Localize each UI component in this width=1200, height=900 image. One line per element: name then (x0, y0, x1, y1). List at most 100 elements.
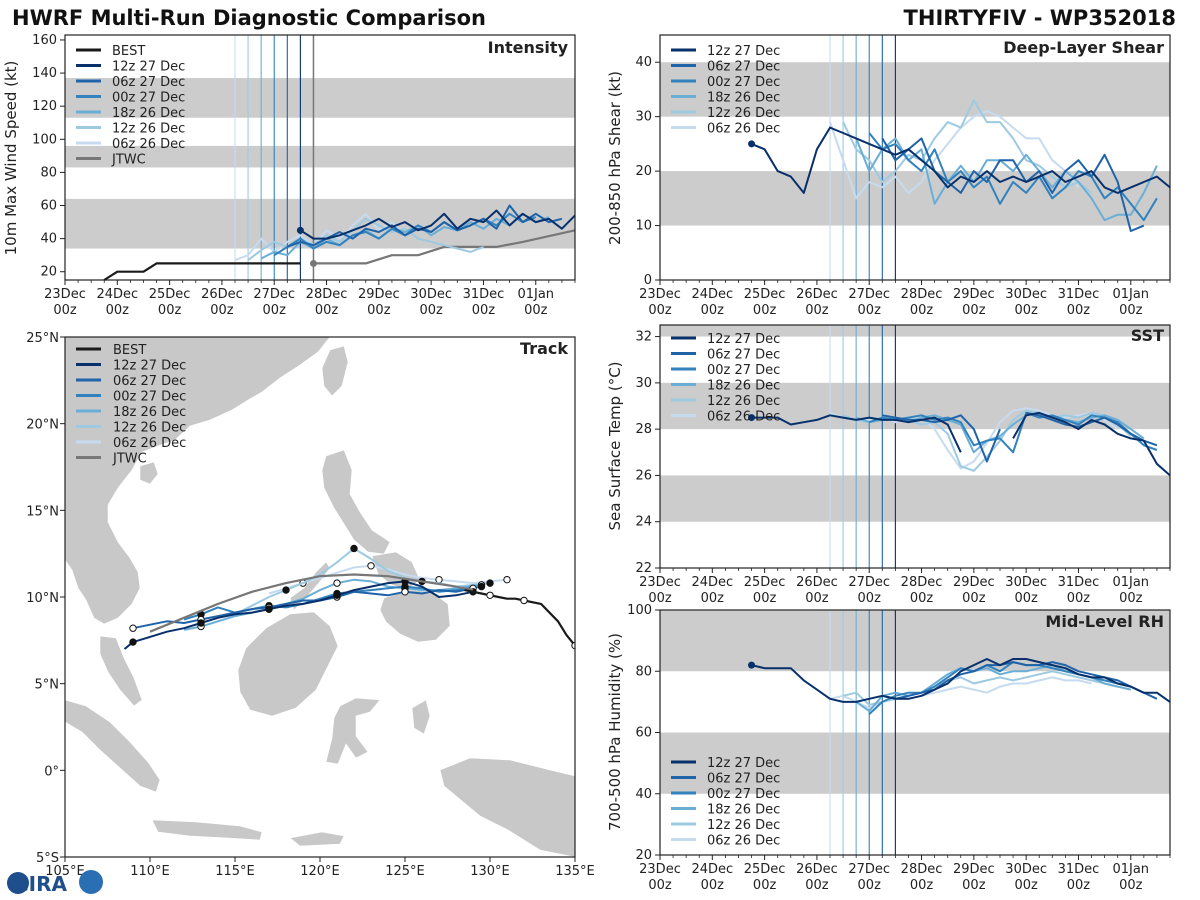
track-best-point (520, 596, 528, 605)
sst-panel: 22242628303223Dec00z24Dec00z25Dec00z26De… (606, 324, 1171, 606)
storm-id-title: THIRTYFIV - WP352018 (904, 6, 1176, 30)
track-xtick-label-3: 120°E (300, 864, 340, 879)
sst-legend-label-3: 18z 26 Dec (707, 379, 780, 394)
sst-xtick-label-4: 27Dec (848, 575, 890, 590)
land-mindanao (379, 589, 451, 643)
intensity-band-2 (65, 78, 575, 118)
intensity-xtick-label-9: 01Jan (517, 287, 554, 302)
intensity-series-1-line (286, 204, 563, 248)
intensity-legend-label-7: JTWC (111, 153, 146, 168)
shear-xtick-label-3: 26Dec (796, 287, 838, 302)
rh-xtick-label-0: 23Dec (639, 862, 681, 877)
track-series-0-point (129, 638, 137, 646)
track-ytick-label-5: 20°N (26, 418, 59, 433)
rh-xtick-label-4: 27Dec (848, 862, 890, 877)
track-series-4-point (486, 579, 494, 587)
sst-ytick-label-4: 30 (635, 376, 652, 391)
sst-legend-label-4: 12z 26 Dec (707, 394, 780, 409)
rh-xtick-hour-0: 00z (648, 878, 672, 893)
shear-marks (748, 35, 1171, 280)
land-sulawesi (325, 697, 381, 765)
rh-xtick-hour-6: 00z (962, 878, 986, 893)
figure-title: HWRF Multi-Run Diagnostic Comparison (12, 6, 486, 30)
track-xtick-label-2: 115°E (215, 864, 255, 879)
track-legend-label-1: 12z 27 Dec (113, 359, 186, 374)
intensity-legend-label-5: 12z 26 Dec (112, 122, 185, 137)
sst-bands (660, 325, 1170, 522)
intensity-title: Intensity (488, 38, 569, 57)
intensity-jtwc-line (313, 229, 576, 265)
shear-band-0 (660, 171, 1170, 226)
shear-series-5-line (829, 110, 1080, 200)
rh-legend-label-3: 18z 26 Dec (707, 803, 780, 818)
sst-series-1-line-seg-1 (1026, 411, 1158, 447)
intensity-xtick-label-0: 23Dec (44, 287, 86, 302)
track-xtick-label-5: 130°E (470, 864, 510, 879)
track-series-5-point (367, 562, 375, 570)
shear-xtick-label-1: 24Dec (691, 287, 733, 302)
land-java (151, 819, 263, 841)
intensity-xtick-hour-1: 00z (106, 303, 130, 318)
intensity-xtick-label-6: 29Dec (358, 287, 400, 302)
intensity-ytick-label-1: 40 (40, 232, 57, 247)
land-borneo (237, 611, 339, 717)
rh-series-2-line (868, 661, 1145, 715)
shear-title: Deep-Layer Shear (1003, 38, 1164, 57)
cira-logo: CIRA (7, 870, 103, 896)
sst-xtick-hour-3: 00z (805, 591, 829, 606)
sst-xtick-hour-6: 00z (962, 591, 986, 606)
shear-series-1-line (881, 137, 1145, 232)
shear-xtick-hour-0: 00z (648, 303, 672, 318)
shear-ytick-label-2: 20 (635, 164, 652, 179)
shear-xtick-label-0: 23Dec (639, 287, 681, 302)
track-series-0-point (197, 619, 205, 627)
track-axes: 105°E 110°E 115°E 120°E 125°E 130°E 135°E 5°S 0°… (26, 331, 595, 879)
logo-emblem-icon (79, 870, 103, 894)
rh-xtick-hour-2: 00z (753, 878, 777, 893)
track-xtick-label-6: 135°E (555, 864, 595, 879)
intensity-xtick-label-1: 24Dec (96, 287, 138, 302)
sst-xtick-hour-1: 00z (701, 591, 725, 606)
intensity-xtick-label-7: 30Dec (410, 287, 452, 302)
sst-series-0-line-seg-1 (1012, 411, 1171, 477)
intensity-legend-label-6: 06z 26 Dec (112, 137, 185, 152)
land-new-guinea (439, 757, 575, 857)
shear-xtick-label-5: 28Dec (901, 287, 943, 302)
track-panel: 105°E 110°E 115°E 120°E 125°E 130°E 135°E 5°S 0°… (26, 331, 595, 879)
rh-axes: 2040608010023Dec00z24Dec00z25Dec00z26Dec… (627, 603, 1171, 893)
shear-axes: 01020304023Dec00z24Dec00z25Dec00z26Dec00… (635, 55, 1171, 318)
rh-bands (660, 610, 1170, 794)
track-series-1 (132, 587, 474, 630)
shear-latest-run-point (748, 140, 756, 148)
sst-legend-label-2: 00z 27 Dec (707, 363, 780, 378)
logo-globe-icon (7, 872, 29, 894)
intensity-ytick-label-2: 60 (40, 199, 57, 214)
intensity-xtick-hour-5: 00z (315, 303, 339, 318)
sst-marks (748, 325, 1171, 568)
rh-xtick-label-3: 26Dec (796, 862, 838, 877)
intensity-legend-label-0: BEST (112, 44, 145, 59)
shear-series-2-line (868, 132, 1158, 222)
track-xtick-label-0: 105°E (45, 864, 85, 879)
rh-series-3-line (855, 664, 1132, 713)
sst-frame (659, 324, 1171, 569)
rh-xtick-label-6: 29Dec (953, 862, 995, 877)
intensity-legend-label-1: 12z 27 Dec (112, 60, 185, 75)
rh-xtick-hour-7: 00z (1014, 878, 1038, 893)
track-xtick-label-4: 125°E (385, 864, 425, 879)
track-series-0-point (333, 591, 341, 599)
shear-legend-label-0: 12z 27 Dec (707, 44, 780, 59)
sst-xtick-label-5: 28Dec (901, 575, 943, 590)
rh-legend-label-1: 06z 27 Dec (707, 772, 780, 787)
shear-xtick-hour-8: 00z (1067, 303, 1091, 318)
rh-xtick-label-1: 24Dec (691, 862, 733, 877)
track-series-4-point (350, 544, 358, 553)
track-ytick-label-2: 5°N (35, 678, 60, 693)
rh-panel: 2040608010023Dec00z24Dec00z25Dec00z26Dec… (606, 603, 1171, 893)
intensity-best-line (103, 262, 301, 281)
land-taiwan (321, 345, 349, 397)
sst-axes: 22242628303223Dec00z24Dec00z25Dec00z26De… (635, 330, 1171, 606)
shear-legend-label-2: 00z 27 Dec (707, 75, 780, 90)
